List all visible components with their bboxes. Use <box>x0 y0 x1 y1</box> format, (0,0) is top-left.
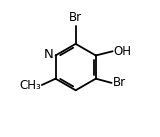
Text: CH₃: CH₃ <box>19 79 41 92</box>
Text: Br: Br <box>113 76 126 89</box>
Text: N: N <box>44 48 53 61</box>
Text: OH: OH <box>114 45 132 58</box>
Text: Br: Br <box>69 11 82 24</box>
